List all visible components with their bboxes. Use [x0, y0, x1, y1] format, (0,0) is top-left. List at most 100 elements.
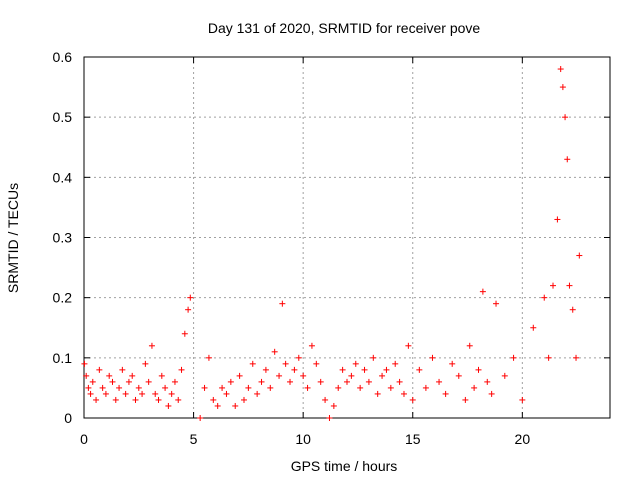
chart-title: Day 131 of 2020, SRMTID for receiver pov… — [208, 20, 481, 36]
data-point — [125, 378, 132, 385]
data-point — [171, 378, 178, 385]
data-point — [479, 288, 486, 295]
data-point — [267, 384, 274, 391]
data-point — [562, 114, 569, 121]
data-point — [152, 390, 159, 397]
data-point — [466, 342, 473, 349]
data-point — [484, 378, 491, 385]
data-point — [106, 372, 113, 379]
y-tick-label: 0.4 — [53, 169, 73, 185]
data-point — [510, 354, 517, 361]
data-point — [365, 378, 372, 385]
data-point — [493, 300, 500, 307]
data-point — [109, 378, 116, 385]
data-point — [102, 390, 109, 397]
data-point — [374, 390, 381, 397]
data-point — [429, 354, 436, 361]
data-point — [554, 216, 561, 223]
data-point — [187, 294, 194, 301]
data-point — [436, 378, 443, 385]
data-point — [89, 378, 96, 385]
data-point — [201, 384, 208, 391]
data-point — [392, 360, 399, 367]
data-point — [139, 390, 146, 397]
data-point — [81, 360, 88, 367]
data-point — [155, 396, 162, 403]
data-point — [370, 354, 377, 361]
x-tick-label: 5 — [190, 431, 198, 447]
grid-lines — [84, 57, 610, 418]
data-point — [148, 342, 155, 349]
data-point — [99, 384, 106, 391]
data-point — [576, 252, 583, 259]
data-point — [96, 366, 103, 373]
data-point — [348, 372, 355, 379]
y-tick-label: 0.2 — [53, 290, 73, 306]
data-point — [258, 378, 265, 385]
data-point — [132, 396, 139, 403]
data-point — [249, 360, 256, 367]
data-point — [145, 378, 152, 385]
data-point — [116, 384, 123, 391]
data-point — [545, 354, 552, 361]
data-point — [232, 402, 239, 409]
data-point — [158, 372, 165, 379]
data-point — [295, 354, 302, 361]
data-point — [530, 324, 537, 331]
data-point — [227, 378, 234, 385]
data-point — [405, 342, 412, 349]
data-points — [81, 66, 583, 421]
y-axis-label: SRMTID / TECUs — [5, 183, 21, 293]
data-point — [271, 348, 278, 355]
data-point — [122, 390, 129, 397]
data-point — [291, 366, 298, 373]
data-point — [210, 396, 217, 403]
data-point — [501, 372, 508, 379]
data-point — [85, 384, 92, 391]
x-tick-label: 0 — [80, 431, 88, 447]
data-point — [87, 390, 94, 397]
data-point — [214, 402, 221, 409]
y-tick-label: 0.5 — [53, 109, 73, 125]
data-point — [471, 384, 478, 391]
data-point — [300, 372, 307, 379]
y-tick-label: 0 — [64, 410, 72, 426]
data-point — [168, 390, 175, 397]
data-point — [519, 396, 526, 403]
data-point — [308, 342, 315, 349]
data-point — [197, 415, 204, 421]
data-point — [566, 282, 573, 289]
data-point — [335, 384, 342, 391]
data-point — [135, 384, 142, 391]
x-axis-label: GPS time / hours — [291, 458, 398, 474]
data-point — [282, 360, 289, 367]
data-point — [488, 390, 495, 397]
data-point — [564, 156, 571, 163]
data-point — [416, 366, 423, 373]
data-point — [129, 372, 136, 379]
data-point — [205, 354, 212, 361]
data-point — [219, 384, 226, 391]
data-point — [262, 366, 269, 373]
x-tick-label: 15 — [405, 431, 421, 447]
data-point — [254, 390, 261, 397]
data-point — [379, 372, 386, 379]
data-point — [142, 360, 149, 367]
data-point — [93, 396, 100, 403]
x-tick-label: 10 — [295, 431, 311, 447]
data-point — [322, 396, 329, 403]
data-point — [175, 396, 182, 403]
data-point — [181, 330, 188, 337]
data-point — [185, 306, 192, 313]
data-point — [455, 372, 462, 379]
data-point — [422, 384, 429, 391]
data-point — [326, 415, 333, 421]
data-point — [400, 390, 407, 397]
data-point — [557, 66, 564, 73]
x-tick-label: 20 — [515, 431, 531, 447]
data-point — [396, 378, 403, 385]
data-point — [178, 366, 185, 373]
data-point — [279, 300, 286, 307]
